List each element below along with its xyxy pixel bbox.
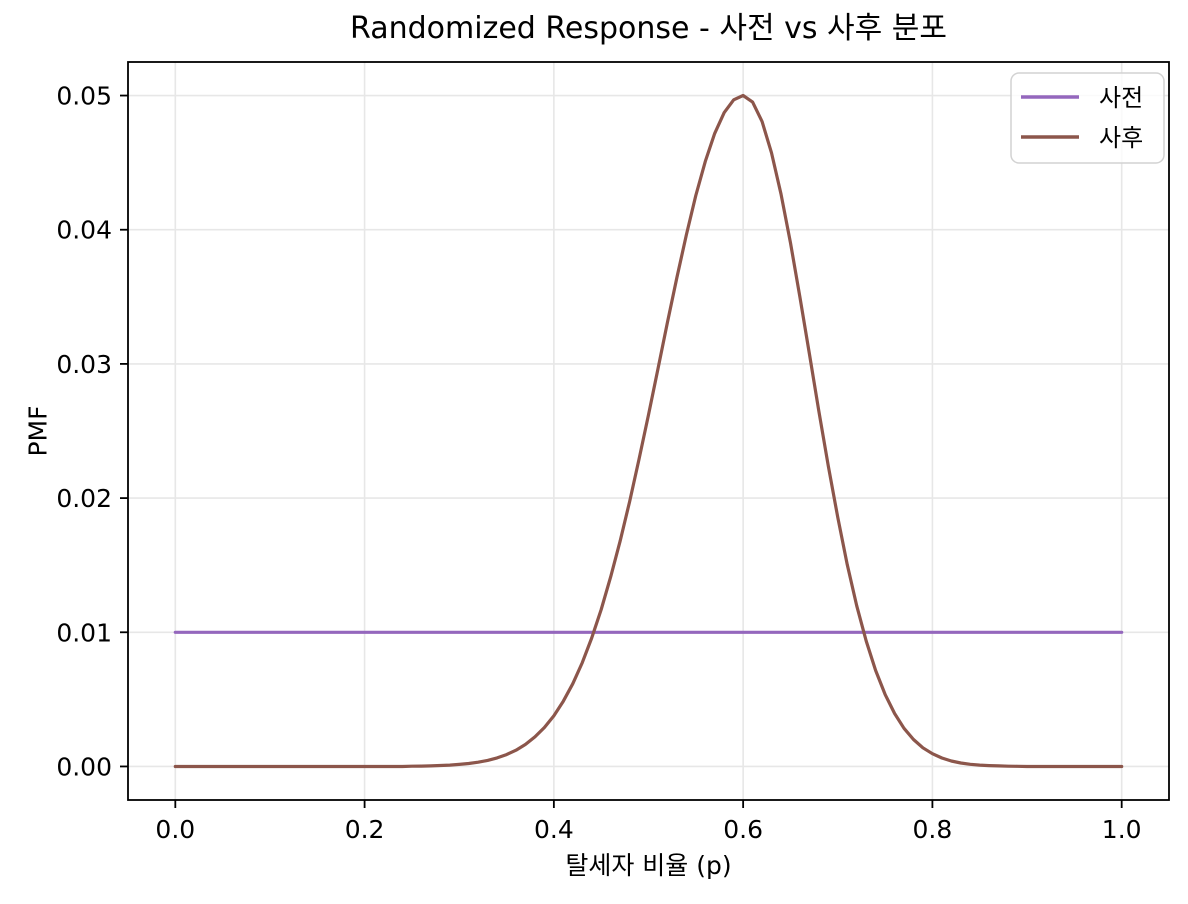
grid [128,62,1169,800]
plot-border [127,61,1170,801]
y-tick-label: 0.05 [56,82,112,111]
x-tick-label: 0.2 [345,815,385,844]
y-tick-label: 0.03 [56,350,112,379]
y-tick-label: 0.00 [56,752,112,781]
axis-ticks [120,94,1123,808]
x-tick-label: 0.4 [534,815,574,844]
legend-label-prior: 사전 [1099,84,1143,112]
x-tick-label: 0.8 [913,815,953,844]
y-tick-label: 0.01 [56,618,112,647]
series-line-posterior [173,93,1124,769]
x-tick-label: 0.6 [723,815,763,844]
chart-title: Randomized Response - 사전 vs 사후 분포 [350,11,947,46]
legend-label-posterior: 사후 [1099,124,1143,152]
x-axis-label: 탈세자 비율 (p) [565,851,732,880]
y-tick-label: 0.02 [56,484,112,513]
x-tick-label: 1.0 [1102,815,1142,844]
y-tick-label: 0.04 [56,216,112,245]
x-tick-label: 0.0 [155,815,195,844]
